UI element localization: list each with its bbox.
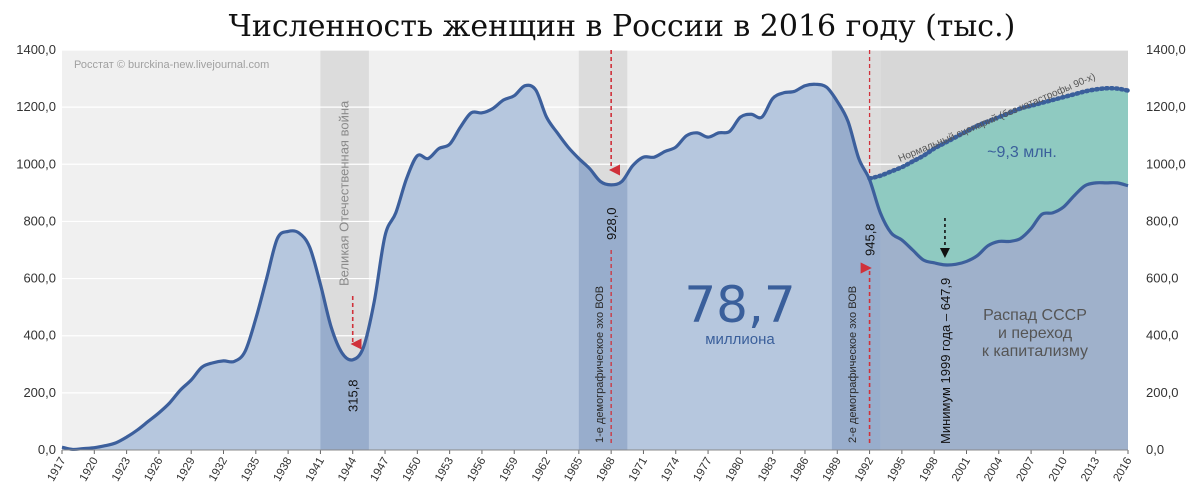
y-tick-label-left: 1200,0 — [16, 99, 56, 114]
source-label: Росстат © burckina-new.livejournal.com — [74, 59, 269, 71]
x-tick-label: 1983 — [756, 456, 779, 484]
x-tick-label: 1959 — [498, 456, 521, 484]
y-tick-label-left: 400,0 — [23, 328, 56, 343]
x-tick-label: 1953 — [433, 456, 456, 484]
x-tick-label: 2007 — [1014, 456, 1037, 484]
total-value: 78,7 — [684, 276, 795, 334]
x-tick-label: 1971 — [627, 456, 650, 484]
y-tick-label-left: 1400,0 — [16, 42, 56, 57]
x-tick-label: 2010 — [1047, 456, 1070, 484]
x-tick-label: 1974 — [659, 455, 682, 484]
y-tick-label-left: 200,0 — [23, 385, 56, 400]
x-tick-label: 1950 — [401, 456, 424, 484]
x-tick-label: 1998 — [918, 456, 941, 484]
x-tick-label: 1977 — [691, 456, 714, 484]
echo-label: 2-е демографическое эхо ВОВ — [847, 286, 859, 443]
value-label-1992: 945,8 — [863, 223, 878, 256]
normal-scenario-line — [867, 85, 1131, 181]
arrow-head-1999 — [939, 248, 950, 258]
y-tick-label-left: 1000,0 — [16, 156, 56, 171]
x-tick-label: 1941 — [304, 456, 327, 484]
y-tick-label-right: 800,0 — [1146, 213, 1179, 228]
x-tick-label: 1947 — [368, 456, 391, 484]
value-label-1944: 315,8 — [346, 379, 361, 412]
ussr-label-line: и переход — [998, 325, 1073, 342]
x-tick-label: 1980 — [724, 456, 747, 484]
x-tick-label: 1986 — [788, 456, 811, 484]
value-label-1999: Минимум 1999 года – 647,9 — [938, 278, 953, 444]
x-tick-label: 1923 — [110, 456, 133, 484]
x-tick-label: 1938 — [272, 456, 295, 484]
echo-label: 1-е демографическое эхо ВОВ — [594, 286, 606, 443]
x-tick-label: 2013 — [1079, 456, 1102, 484]
x-tick-label: 1956 — [465, 456, 488, 484]
y-tick-label-right: 0,0 — [1146, 442, 1164, 457]
value-label-1968: 928,0 — [604, 207, 619, 240]
ussr-label-line: Распад СССР — [983, 307, 1087, 324]
x-tick-label: 1968 — [595, 456, 618, 484]
x-tick-label: 1992 — [853, 456, 876, 484]
x-tick-label: 1935 — [239, 456, 262, 484]
y-tick-label-right: 1400,0 — [1146, 42, 1186, 57]
x-tick-label: 1932 — [207, 456, 230, 484]
y-tick-label-right: 400,0 — [1146, 328, 1179, 343]
chart-title: Численность женщин в России в 2016 году … — [229, 9, 1016, 44]
x-tick-label: 1944 — [336, 455, 359, 484]
y-tick-label-right: 200,0 — [1146, 385, 1179, 400]
y-tick-label-right: 1200,0 — [1146, 99, 1186, 114]
x-tick-label: 1929 — [175, 456, 198, 484]
x-tick-label: 2016 — [1111, 456, 1134, 484]
x-tick-label: 1920 — [78, 456, 101, 484]
war-label: Великая Отечественная война — [337, 100, 352, 286]
x-tick-label: 1917 — [45, 456, 68, 484]
x-tick-label: 1995 — [885, 456, 908, 484]
loss-label: ~9,3 млн. — [987, 144, 1057, 161]
x-tick-label: 1965 — [562, 456, 585, 484]
ussr-label-line: к капитализму — [982, 343, 1088, 360]
x-tick-label: 2001 — [950, 456, 973, 484]
x-tick-label: 1962 — [530, 456, 553, 484]
y-tick-label-right: 600,0 — [1146, 271, 1179, 286]
x-tick-label: 2004 — [982, 455, 1005, 484]
total-unit: миллиона — [705, 331, 775, 348]
y-tick-label-right: 1000,0 — [1146, 156, 1186, 171]
y-tick-label-left: 600,0 — [23, 271, 56, 286]
x-tick-label: 1989 — [821, 456, 844, 484]
population-line — [61, 82, 1129, 452]
loss-region — [869, 88, 1128, 265]
y-tick-label-left: 0,0 — [38, 442, 56, 457]
x-tick-label: 1926 — [142, 456, 165, 484]
y-tick-label-left: 800,0 — [23, 213, 56, 228]
